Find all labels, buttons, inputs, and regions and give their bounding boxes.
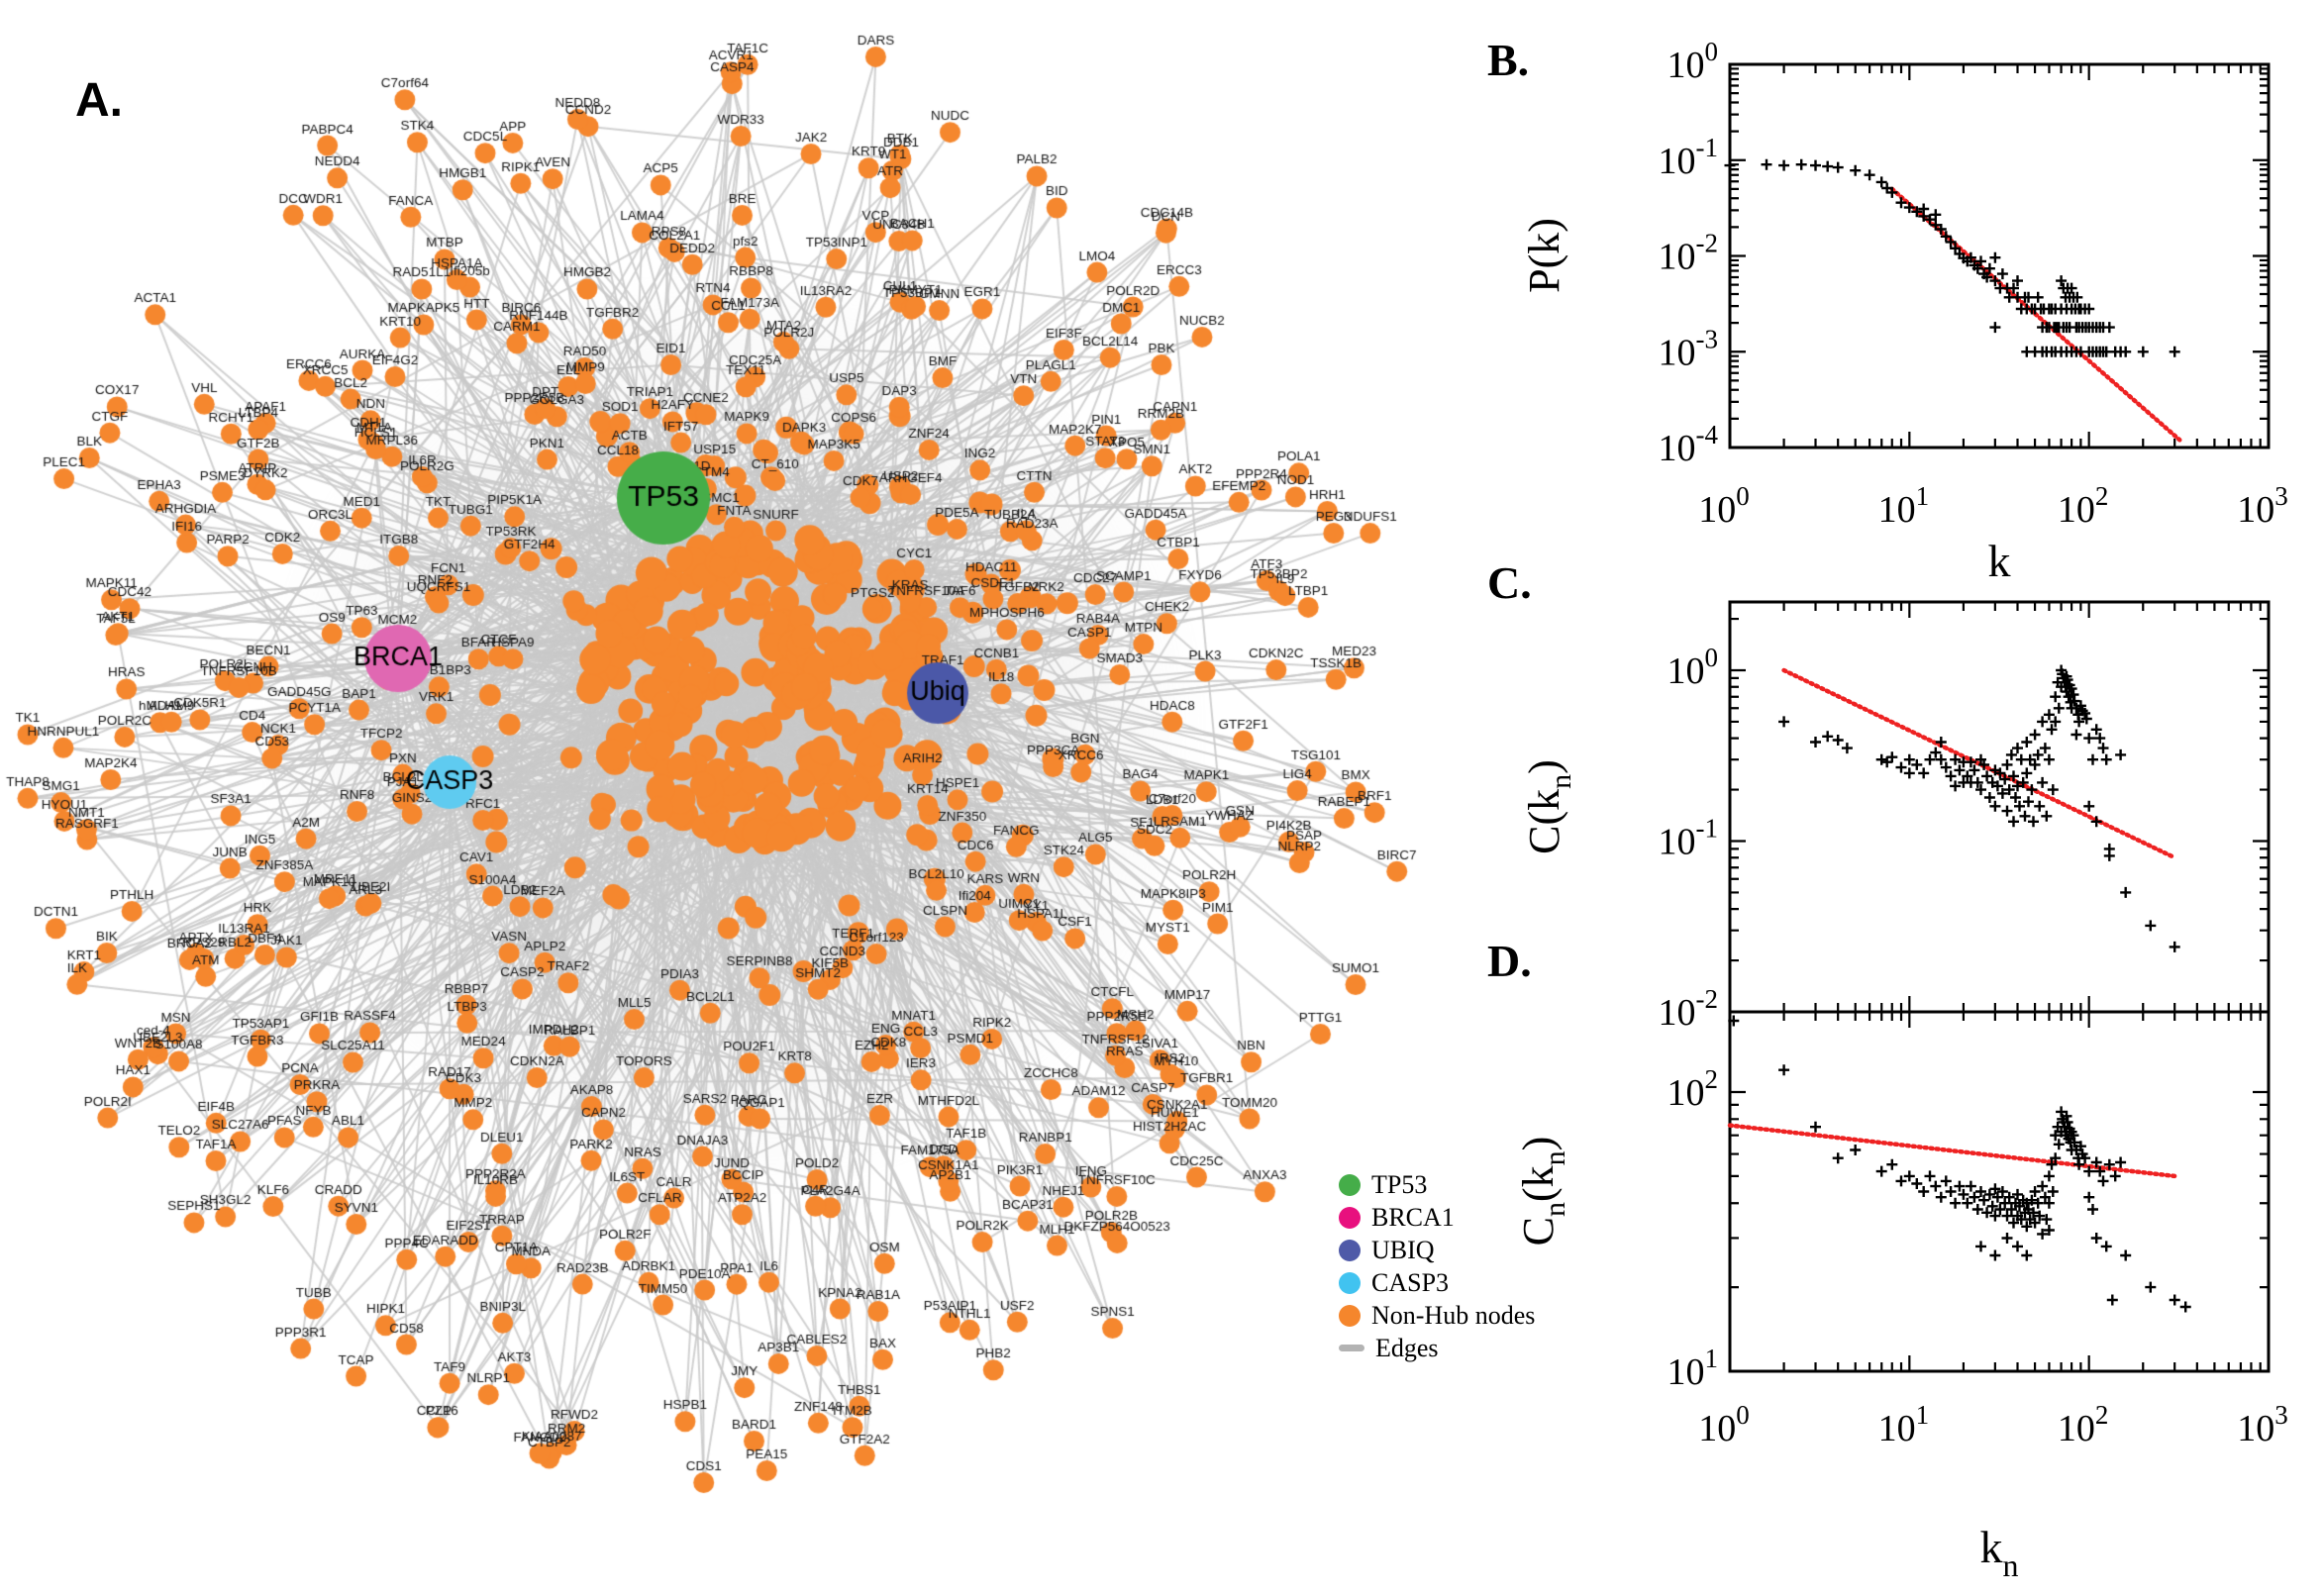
x-axis-label: k xyxy=(1988,536,2011,586)
y-tick-label: 10-3 xyxy=(1659,324,1719,373)
y-tick-label: 100 xyxy=(1667,37,1719,86)
plot-frame xyxy=(1728,62,2271,449)
y-axis-label: C(kn) xyxy=(1520,759,1577,854)
legend-item-ubiq: UBIQ xyxy=(1339,1234,1535,1266)
legend-item-tp53: TP53 xyxy=(1339,1168,1535,1201)
axis-ticks xyxy=(1728,1012,2271,1373)
legend-item-edges: Edges xyxy=(1339,1332,1535,1364)
legend-label: BRCA1 xyxy=(1371,1202,1455,1232)
legend-item-nonhub: Non-Hub nodes xyxy=(1339,1299,1535,1332)
axis-ticks xyxy=(1728,602,2271,1014)
y-tick-label: 10-2 xyxy=(1659,229,1719,278)
x-tick-label: 101 xyxy=(1878,1400,1930,1449)
protein-interaction-network xyxy=(0,0,1446,1596)
legend-item-casp3: CASP3 xyxy=(1339,1266,1535,1299)
legend: TP53 BRCA1 UBIQ CASP3 Non-Hub nodes Edge… xyxy=(1339,1168,1535,1364)
plot-frame xyxy=(1728,1010,2271,1373)
scatter-points xyxy=(1724,158,2180,357)
legend-item-brca1: BRCA1 xyxy=(1339,1201,1535,1234)
x-tick-label: 102 xyxy=(2058,1400,2109,1449)
axis-ticks xyxy=(1728,62,2271,449)
brca1-dot-icon xyxy=(1339,1206,1361,1229)
x-tick-label: 103 xyxy=(2237,481,2288,531)
x-tick-label: 100 xyxy=(1698,1400,1750,1449)
fit-line xyxy=(1727,1123,2177,1179)
panel-b-label: B. xyxy=(1487,35,1530,85)
legend-label: CASP3 xyxy=(1371,1267,1450,1297)
legend-label: UBIQ xyxy=(1371,1235,1435,1264)
legend-label: Edges xyxy=(1375,1333,1439,1362)
scatter-points xyxy=(1778,664,2180,952)
y-tick-label: 10-1 xyxy=(1659,133,1719,182)
panel-c-label: C. xyxy=(1487,557,1532,608)
x-tick-label: 101 xyxy=(1878,481,1930,531)
legend-label: Non-Hub nodes xyxy=(1371,1300,1536,1330)
y-tick-label: 100 xyxy=(1667,643,1719,692)
casp3-dot-icon xyxy=(1339,1271,1361,1294)
panel-a-label: A. xyxy=(75,74,123,127)
y-tick-label: 10-1 xyxy=(1659,814,1719,863)
plot-panel-C: 100 10-1 10-2 C(kn) xyxy=(1520,600,2271,1034)
y-tick-label: 101 xyxy=(1667,1344,1719,1393)
panel-d-label: D. xyxy=(1487,936,1532,986)
x-axis-label: kn xyxy=(1980,1522,2019,1583)
ubiq-dot-icon xyxy=(1339,1239,1361,1261)
y-axis-label: Cn(kn) xyxy=(1514,1137,1571,1247)
tp53-dot-icon xyxy=(1339,1173,1361,1196)
x-tick-label: 100 xyxy=(1698,481,1750,531)
x-tick-label: 102 xyxy=(2058,481,2109,531)
scatter-points xyxy=(1728,1015,2191,1313)
legend-label: TP53 xyxy=(1371,1169,1428,1199)
plot-panel-B: 100 10-1 10-2 10-3 10-4 100 101 102 103 k P(k) xyxy=(1520,37,2288,586)
y-axis-label: P(k) xyxy=(1520,218,1568,293)
edge-line-icon xyxy=(1339,1345,1364,1351)
x-tick-label: 103 xyxy=(2237,1400,2288,1449)
y-tick-label: 10-2 xyxy=(1659,984,1719,1034)
y-tick-label: 102 xyxy=(1667,1064,1719,1114)
nonhub-dot-icon xyxy=(1339,1304,1361,1327)
y-tick-label: 10-4 xyxy=(1659,420,1719,469)
plot-panel-D: 102 101 100 101 102 103 kn Cn(kn) xyxy=(1514,1010,2288,1583)
